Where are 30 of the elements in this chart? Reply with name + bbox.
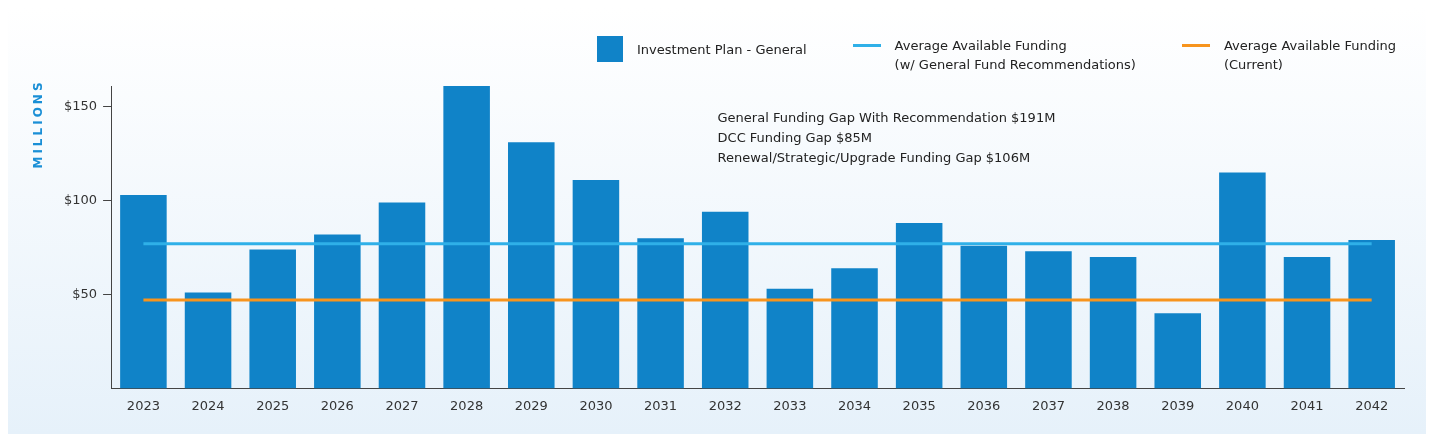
x-tick-label: 2038	[1096, 397, 1130, 413]
x-tick-label: 2023	[126, 397, 160, 413]
x-tick-label: 2027	[385, 397, 419, 413]
x-tick-label: 2030	[579, 397, 613, 413]
x-tick-label: 2041	[1290, 397, 1324, 413]
legend-label: Investment Plan - General	[637, 40, 807, 59]
legend-label: Average Available Funding (w/ General Fund Recommendations)	[894, 37, 1136, 74]
x-tick-label: 2032	[708, 397, 742, 413]
x-tick-label: 2026	[320, 397, 354, 413]
y-tick-label: $150	[63, 98, 98, 114]
annotation: DCC Funding Gap $85M	[717, 129, 873, 145]
legend-label: Average Available Funding (Current)	[1223, 37, 1396, 74]
x-tick-label: 2037	[1031, 397, 1065, 413]
annotation: General Funding Gap With Recommendation $191M	[717, 109, 1056, 125]
x-tick-label: 2028	[450, 397, 484, 413]
x-tick-label: 2029	[514, 397, 548, 413]
y-tick-label: $50	[72, 285, 98, 301]
x-tick-label: 2042	[1355, 397, 1389, 413]
x-tick-label: 2031	[644, 397, 678, 413]
x-tick-label: 2025	[256, 397, 290, 413]
x-tick-label: 2039	[1161, 397, 1195, 413]
x-tick-label: 2024	[191, 397, 225, 413]
y-tick-label: $100	[63, 191, 98, 207]
x-tick-label: 2034	[837, 397, 872, 413]
x-tick-label: 2035	[902, 397, 936, 413]
y-axis-title: MILLIONS	[31, 79, 45, 169]
x-tick-label: 2033	[773, 397, 807, 413]
annotation: Renewal/Strategic/Upgrade Funding Gap $106M	[717, 149, 1031, 165]
x-tick-label: 2036	[967, 397, 1001, 413]
x-tick-label: 2040	[1225, 397, 1259, 413]
